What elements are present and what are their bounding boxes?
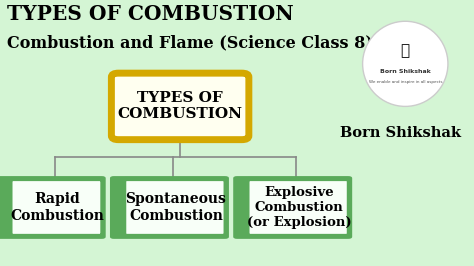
FancyBboxPatch shape bbox=[10, 179, 102, 236]
FancyBboxPatch shape bbox=[124, 179, 226, 236]
Text: Born Shikshak: Born Shikshak bbox=[380, 69, 431, 74]
Text: We enable and inspire in all aspects: We enable and inspire in all aspects bbox=[368, 80, 442, 85]
FancyBboxPatch shape bbox=[0, 176, 106, 239]
Text: Spontaneous
Combustion: Spontaneous Combustion bbox=[126, 192, 226, 223]
FancyBboxPatch shape bbox=[247, 179, 349, 236]
Text: Born Shikshak: Born Shikshak bbox=[340, 126, 461, 140]
Text: Combustion and Flame (Science Class 8): Combustion and Flame (Science Class 8) bbox=[7, 35, 373, 52]
Ellipse shape bbox=[363, 21, 448, 106]
Text: Rapid
Combustion: Rapid Combustion bbox=[10, 192, 104, 223]
FancyBboxPatch shape bbox=[111, 73, 249, 140]
Text: 🎓: 🎓 bbox=[401, 43, 410, 58]
FancyBboxPatch shape bbox=[233, 176, 352, 239]
Text: TYPES OF COMBUSTION: TYPES OF COMBUSTION bbox=[7, 4, 294, 24]
Text: TYPES OF
COMBUSTION: TYPES OF COMBUSTION bbox=[118, 91, 243, 122]
FancyBboxPatch shape bbox=[110, 176, 229, 239]
Text: Explosive
Combustion
(or Explosion): Explosive Combustion (or Explosion) bbox=[247, 186, 351, 229]
